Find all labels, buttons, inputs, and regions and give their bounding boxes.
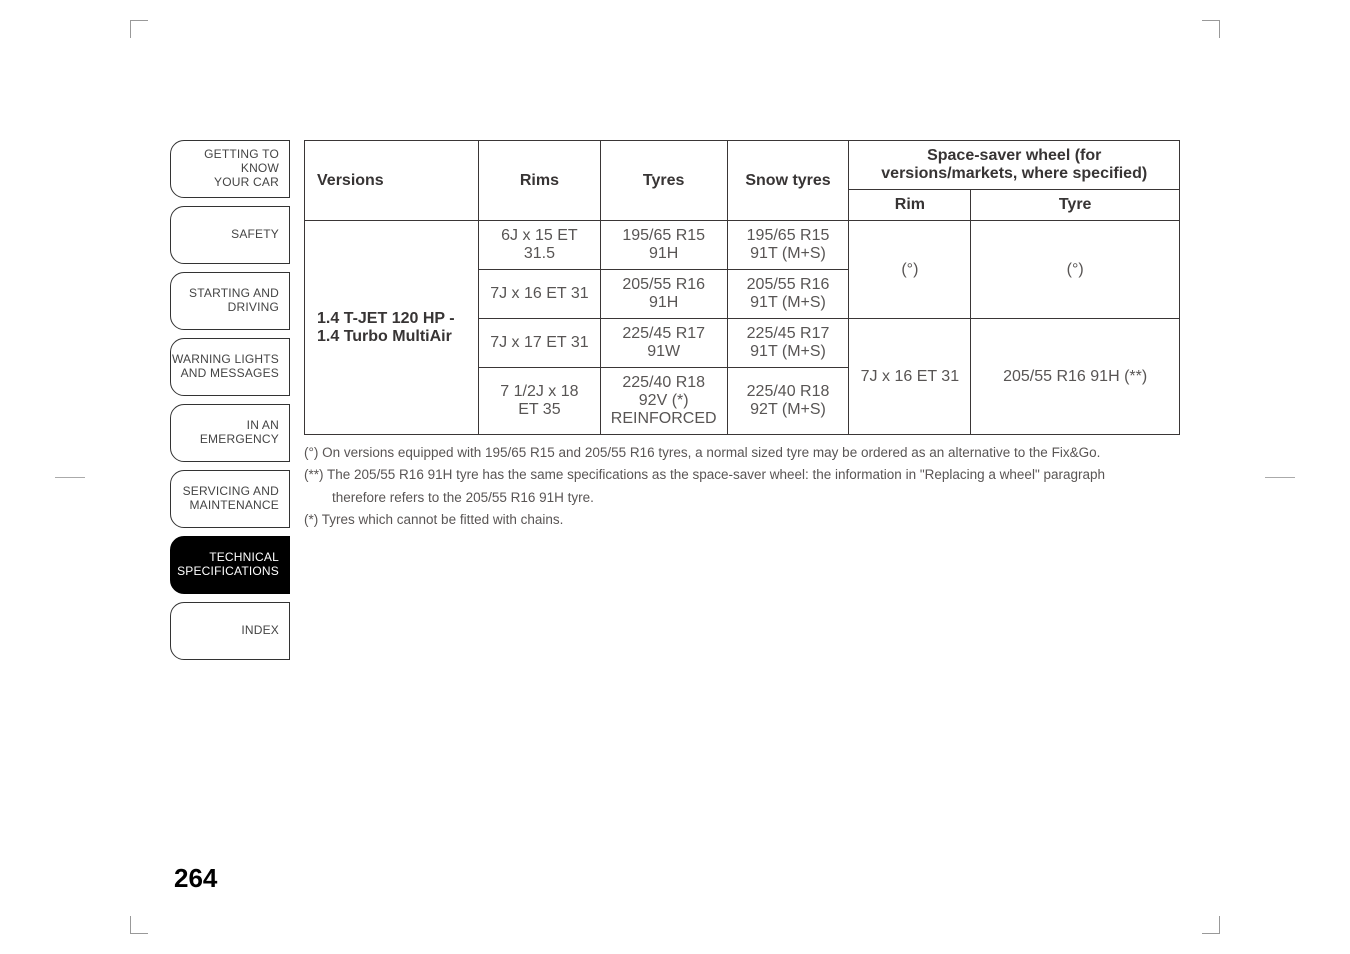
cell-tyres: 225/45 R17 91W <box>600 319 727 368</box>
tab-servicing[interactable]: SERVICING AND MAINTENANCE <box>170 470 290 528</box>
cell-snow: 225/45 R17 91T (M+S) <box>727 319 849 368</box>
cell-tyres: 195/65 R15 91H <box>600 221 727 270</box>
cell-snow: 195/65 R15 91T (M+S) <box>727 221 849 270</box>
cell-text: 91T (M+S) <box>750 294 826 311</box>
crop-tick <box>55 477 85 478</box>
tab-label: INDEX <box>241 624 279 638</box>
tab-label: AND MESSAGES <box>181 367 279 381</box>
cell-text: 225/45 R17 <box>747 325 830 342</box>
crop-tick <box>1265 477 1295 478</box>
cell-snow: 225/40 R18 92T (M+S) <box>727 368 849 435</box>
col-tyre: Tyre <box>971 190 1180 221</box>
cell-version: 1.4 T-JET 120 HP - 1.4 Turbo MultiAir <box>305 221 479 435</box>
tyre-spec-table: Versions Rims Tyres Snow tyres Space-sav… <box>304 140 1180 435</box>
cell-text: 91T (M+S) <box>750 245 826 262</box>
crop-mark <box>130 20 148 38</box>
cell-text: 195/65 R15 <box>747 227 830 244</box>
cell-rims: 7J x 17 ET 31 <box>479 319 601 368</box>
page-container: GETTING TO KNOW YOUR CAR SAFETY STARTING… <box>150 40 1200 914</box>
cell-tyres: 225/40 R18 92V (*) REINFORCED <box>600 368 727 435</box>
footnote: (*) Tyres which cannot be fitted with ch… <box>304 510 1180 530</box>
footnotes: (°) On versions equipped with 195/65 R15… <box>304 443 1180 530</box>
cell-saver-rim: (°) <box>849 221 971 319</box>
cell-snow: 205/55 R16 91T (M+S) <box>727 270 849 319</box>
tab-label: SAFETY <box>231 228 279 242</box>
cell-saver-rim: 7J x 16 ET 31 <box>849 319 971 435</box>
cell-rims: 6J x 15 ET 31.5 <box>479 221 601 270</box>
crop-mark <box>1202 20 1220 38</box>
sidebar-nav: GETTING TO KNOW YOUR CAR SAFETY STARTING… <box>170 140 290 894</box>
cell-rims: 7J x 16 ET 31 <box>479 270 601 319</box>
cell-text: 91W <box>647 343 680 360</box>
table-row: 1.4 T-JET 120 HP - 1.4 Turbo MultiAir 6J… <box>305 221 1180 270</box>
cell-rims: 7 1/2J x 18 ET 35 <box>479 368 601 435</box>
cell-text: 91H <box>649 245 678 262</box>
cell-text: 91T (M+S) <box>750 343 826 360</box>
crop-mark <box>130 916 148 934</box>
page-number: 264 <box>170 863 290 894</box>
col-spacesaver: Space-saver wheel (for versions/markets,… <box>849 141 1180 190</box>
cell-text: 195/65 R15 <box>622 227 705 244</box>
tab-getting-to-know[interactable]: GETTING TO KNOW YOUR CAR <box>170 140 290 198</box>
footnote: (**) The 205/55 R16 91H tyre has the sam… <box>304 465 1180 485</box>
col-rim: Rim <box>849 190 971 221</box>
tab-label: IN AN EMERGENCY <box>171 419 279 447</box>
tab-label: GETTING TO KNOW <box>171 148 279 176</box>
tab-emergency[interactable]: IN AN EMERGENCY <box>170 404 290 462</box>
cell-saver-tyre: (°) <box>971 221 1180 319</box>
tab-label: TECHNICAL <box>209 551 279 565</box>
tab-label: SPECIFICATIONS <box>177 565 279 579</box>
tab-warning-lights[interactable]: WARNING LIGHTS AND MESSAGES <box>170 338 290 396</box>
tab-label: WARNING LIGHTS <box>172 353 279 367</box>
tab-safety[interactable]: SAFETY <box>170 206 290 264</box>
col-versions: Versions <box>305 141 479 221</box>
cell-text: 92V (*) <box>639 392 689 409</box>
footnote: therefore refers to the 205/55 R16 91H t… <box>304 488 1180 508</box>
cell-text: 92T (M+S) <box>750 401 826 418</box>
tab-technical-specifications[interactable]: TECHNICAL SPECIFICATIONS <box>170 536 290 594</box>
tab-label: YOUR CAR <box>214 176 279 190</box>
col-tyres: Tyres <box>600 141 727 221</box>
cell-text: REINFORCED <box>611 410 717 427</box>
tab-label: STARTING AND <box>189 287 279 301</box>
cell-text: 225/40 R18 <box>622 374 705 391</box>
tab-label: DRIVING <box>228 301 279 315</box>
cell-text: 205/55 R16 <box>747 276 830 293</box>
tab-label: MAINTENANCE <box>189 499 279 513</box>
cell-text: 225/45 R17 <box>622 325 705 342</box>
tab-starting-driving[interactable]: STARTING AND DRIVING <box>170 272 290 330</box>
cell-text: 205/55 R16 <box>622 276 705 293</box>
col-rims: Rims <box>479 141 601 221</box>
crop-mark <box>1202 916 1220 934</box>
main-content: Versions Rims Tyres Snow tyres Space-sav… <box>304 140 1180 894</box>
cell-saver-tyre: 205/55 R16 91H (**) <box>971 319 1180 435</box>
tab-label: SERVICING AND <box>183 485 279 499</box>
col-snow-tyres: Snow tyres <box>727 141 849 221</box>
cell-text: 91H <box>649 294 678 311</box>
cell-tyres: 205/55 R16 91H <box>600 270 727 319</box>
footnote: (°) On versions equipped with 195/65 R15… <box>304 443 1180 463</box>
table-header-row: Versions Rims Tyres Snow tyres Space-sav… <box>305 141 1180 190</box>
tab-index[interactable]: INDEX <box>170 602 290 660</box>
cell-text: 225/40 R18 <box>747 383 830 400</box>
